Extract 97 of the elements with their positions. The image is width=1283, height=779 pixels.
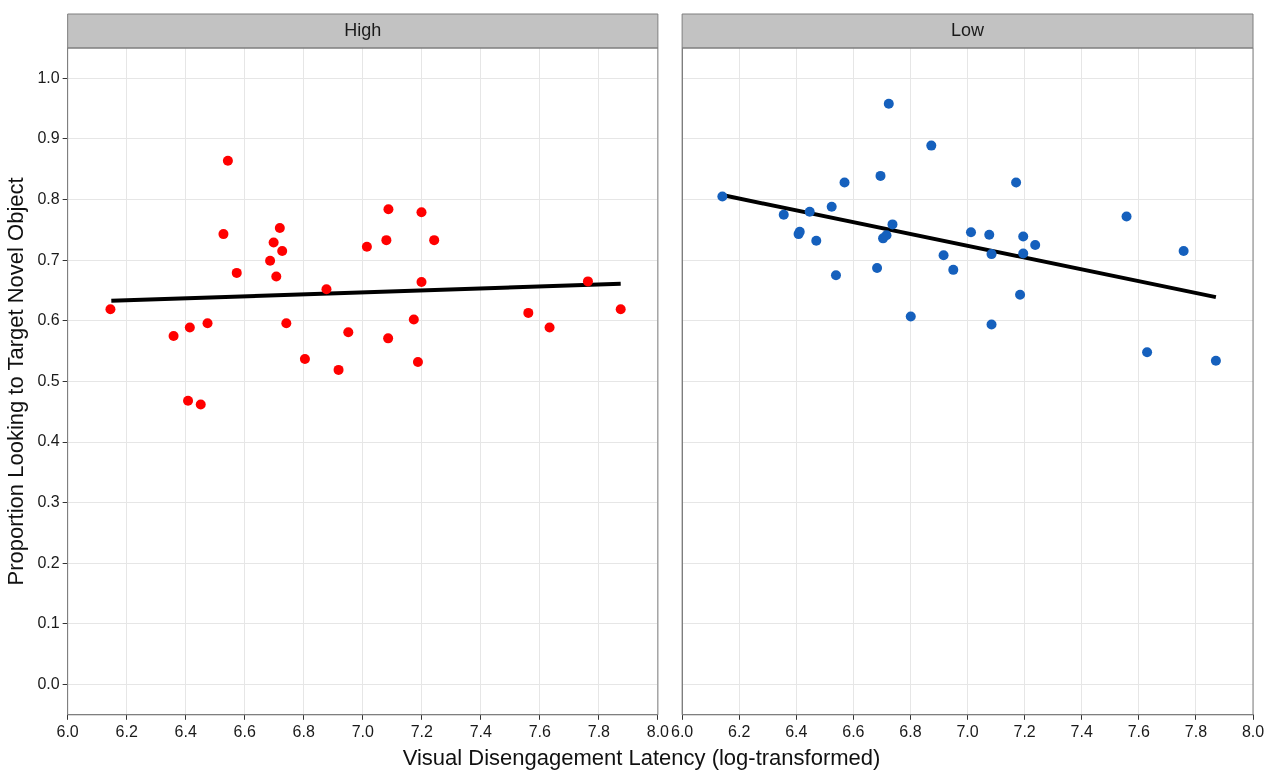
point [811, 235, 822, 246]
y-axis-title: Proportion Looking to Target Novel Object [3, 177, 29, 586]
point [615, 304, 626, 315]
y-tick-label: 0.8 [37, 189, 60, 207]
point [905, 311, 916, 322]
point [321, 284, 332, 295]
point [1018, 248, 1029, 259]
point [1018, 231, 1029, 242]
point [383, 333, 394, 344]
point [1178, 246, 1189, 257]
point [883, 98, 894, 109]
point [830, 270, 841, 281]
x-tick-label: 7.0 [351, 722, 374, 740]
y-tick-label: 0.7 [37, 250, 60, 268]
point [281, 318, 292, 329]
x-tick-label: 6.6 [233, 722, 256, 740]
point [299, 353, 310, 364]
point [1011, 177, 1022, 188]
point [938, 250, 949, 261]
y-tick-label: 0.3 [37, 493, 60, 511]
point [1210, 355, 1221, 366]
point [875, 170, 886, 181]
point [1015, 289, 1026, 300]
point [268, 237, 279, 248]
x-axis-title: Visual Disengagement Latency (log-transformed) [401, 745, 882, 771]
point [408, 314, 419, 325]
point [218, 229, 229, 240]
x-tick-label: 6.6 [842, 722, 865, 740]
point [887, 219, 898, 230]
point [523, 307, 534, 318]
x-tick-label: 6.4 [174, 722, 197, 740]
point [265, 255, 276, 266]
point [383, 204, 394, 215]
y-tick-label: 0.1 [37, 614, 60, 632]
point [184, 322, 195, 333]
x-tick-label: 7.4 [1070, 722, 1093, 740]
x-tick-label: 7.2 [410, 722, 433, 740]
point [277, 246, 288, 257]
point [202, 318, 213, 329]
point [986, 249, 997, 260]
x-tick-label: 7.6 [1127, 722, 1151, 740]
point [926, 140, 937, 151]
x-tick-label: 6.2 [728, 722, 751, 740]
x-tick-label: 8.0 [1241, 722, 1265, 740]
point [271, 271, 282, 282]
point [416, 207, 427, 218]
point [381, 235, 392, 246]
point [412, 357, 423, 367]
y-tick-label: 0.9 [37, 129, 60, 147]
point [105, 304, 116, 315]
point [948, 264, 959, 275]
point [1030, 240, 1041, 251]
point [965, 227, 976, 238]
y-tick-label: 0.5 [37, 371, 60, 389]
x-tick-label: 7.8 [1184, 722, 1208, 740]
chart-title: High [344, 19, 382, 40]
point [195, 399, 206, 410]
x-tick-label: 7.2 [1013, 722, 1036, 740]
x-tick-label: 7.8 [587, 722, 611, 740]
x-tick-label: 7.4 [469, 722, 493, 740]
point [168, 330, 179, 341]
x-tick-label: 6.8 [899, 722, 922, 740]
x-tick-label: 6.4 [785, 722, 808, 740]
x-tick-label: 6.8 [292, 722, 315, 740]
point [231, 267, 242, 278]
y-tick-label: 0.4 [37, 432, 60, 450]
point [826, 201, 837, 212]
point [274, 223, 285, 234]
x-tick-label: 7.6 [528, 722, 552, 740]
point [582, 276, 593, 287]
y-tick-label: 0.2 [37, 553, 60, 571]
point [1121, 211, 1132, 222]
point [429, 235, 440, 246]
point [804, 206, 815, 217]
y-tick-label: 0.0 [37, 674, 60, 692]
point [544, 322, 555, 333]
point [872, 263, 883, 274]
point [183, 395, 194, 406]
point [986, 319, 997, 330]
point [839, 177, 850, 188]
y-tick-label: 1.0 [37, 68, 60, 86]
x-tick-label: 7.0 [956, 722, 979, 740]
point [1142, 347, 1153, 358]
point [778, 209, 789, 220]
point [361, 241, 372, 252]
x-tick-label: 6.0 [56, 722, 79, 740]
x-tick-label: 8.0 [646, 722, 670, 740]
point [333, 364, 344, 375]
point [222, 155, 233, 166]
point [343, 327, 354, 338]
point [717, 191, 728, 202]
point [416, 276, 427, 287]
x-tick-label: 6.0 [671, 722, 694, 740]
x-tick-label: 6.2 [115, 722, 138, 740]
chart-title: Low [951, 19, 986, 40]
point [984, 229, 995, 240]
y-tick-label: 0.6 [37, 311, 60, 329]
